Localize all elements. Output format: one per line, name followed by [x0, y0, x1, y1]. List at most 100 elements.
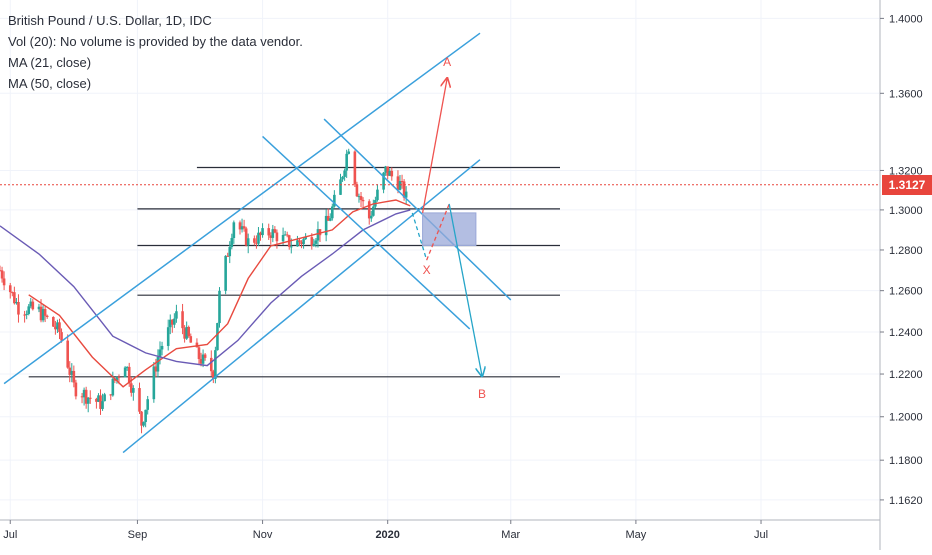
- candle-body: [109, 394, 113, 396]
- candle-body: [84, 389, 88, 404]
- trend-line: [323, 118, 512, 301]
- candle-body: [324, 215, 328, 236]
- candle-body: [226, 255, 229, 257]
- candle-body: [283, 234, 287, 236]
- candle-body: [296, 240, 299, 247]
- volume-note[interactable]: Vol (20): No volume is provided by the d…: [8, 34, 303, 49]
- candle-body: [310, 237, 314, 246]
- candle-body: [158, 349, 162, 357]
- candle-body: [111, 378, 115, 396]
- candle-body: [95, 398, 98, 402]
- price-tick-label: 1.3600: [889, 88, 923, 100]
- candle-body: [123, 367, 127, 378]
- candle-body: [103, 394, 106, 402]
- candle-body: [372, 206, 375, 216]
- candle-body: [398, 181, 402, 190]
- candle-body: [386, 166, 389, 176]
- price-tick-label: 1.2400: [889, 327, 923, 339]
- candle-body: [244, 228, 248, 246]
- candle-body: [396, 176, 400, 190]
- symbol-title[interactable]: British Pound / U.S. Dollar, 1D, IDC: [8, 13, 212, 28]
- candle-body: [316, 229, 320, 241]
- candle-body: [37, 306, 41, 310]
- ma21-label[interactable]: MA (21, close): [8, 55, 92, 70]
- candle-body: [88, 397, 92, 399]
- candle-body: [97, 395, 100, 402]
- candle-body: [339, 179, 342, 195]
- ma50-label[interactable]: MA (50, close): [8, 76, 92, 91]
- price-tick-label: 1.2000: [889, 412, 923, 424]
- price-tick-label: 1.2200: [889, 369, 923, 381]
- time-tick-label: Jul: [3, 529, 17, 541]
- candle-body: [209, 357, 213, 372]
- candle-body: [390, 170, 394, 177]
- candle-body: [298, 240, 301, 243]
- candle-body: [232, 222, 236, 238]
- candle-body: [318, 229, 322, 236]
- time-tick-label: Jul: [754, 529, 768, 541]
- candle-body: [125, 366, 129, 368]
- price-tick-label: 1.3200: [889, 165, 923, 177]
- candle-body: [242, 226, 246, 229]
- candle-body: [115, 376, 119, 381]
- target-zone-box: [422, 212, 477, 247]
- candle-body: [160, 345, 164, 350]
- candle-body: [45, 315, 49, 318]
- candle-body: [388, 170, 392, 176]
- candle-body: [203, 354, 207, 358]
- candle-body: [289, 246, 293, 248]
- candle-body: [27, 306, 31, 314]
- candle-body: [0, 270, 4, 279]
- candle-body: [253, 238, 256, 243]
- candle-body: [267, 228, 271, 236]
- price-tick-label: 1.1620: [889, 495, 923, 507]
- candle-body: [86, 397, 90, 404]
- candle-body: [175, 311, 178, 319]
- candle-body: [154, 366, 158, 372]
- candle-body: [23, 314, 26, 316]
- candle-body: [140, 411, 143, 426]
- candle-body: [129, 383, 133, 393]
- candle-body: [11, 292, 14, 294]
- candle-body: [228, 247, 232, 257]
- projection-a-line: [421, 78, 448, 214]
- candle-body: [275, 232, 279, 242]
- candle-body: [341, 176, 344, 180]
- candle-body: [173, 318, 176, 325]
- candle-body: [166, 327, 170, 346]
- candle-body: [300, 242, 303, 244]
- candle-body: [355, 184, 359, 197]
- candle-body: [13, 292, 16, 304]
- candle-body: [230, 237, 234, 248]
- candle-body: [384, 166, 387, 173]
- candle-body: [224, 255, 227, 291]
- projection-label-a: A: [443, 55, 451, 69]
- candle-body: [212, 371, 215, 379]
- trend-line: [122, 159, 481, 454]
- candle-body: [39, 306, 43, 321]
- candle-body: [255, 242, 258, 244]
- candle-body: [199, 359, 203, 364]
- candle-body: [101, 401, 104, 409]
- trend-lines: [3, 32, 512, 454]
- candle-body: [132, 388, 135, 393]
- candle-body: [357, 196, 361, 198]
- price-tick-label: 1.3000: [889, 205, 923, 217]
- candle-body: [68, 367, 72, 375]
- projection-x-down: [411, 212, 428, 261]
- time-tick-label: Sep: [128, 529, 148, 541]
- candle-body: [197, 347, 201, 360]
- candle-body: [41, 309, 45, 321]
- candle-body: [82, 389, 86, 398]
- candle-body: [17, 302, 20, 315]
- candle-body: [331, 206, 334, 219]
- candle-body: [216, 323, 219, 351]
- candle-body: [382, 172, 385, 190]
- candle-body: [259, 232, 262, 236]
- candle-body: [74, 382, 78, 397]
- candle-body: [333, 194, 336, 207]
- candle-body: [80, 396, 84, 398]
